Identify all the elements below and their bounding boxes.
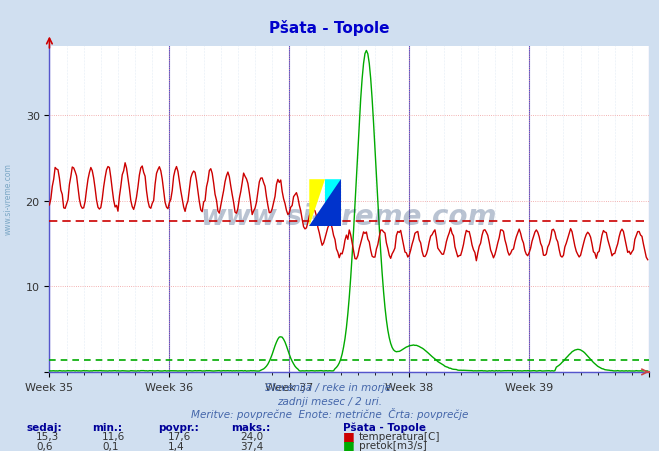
Text: ■: ■ [343, 438, 355, 451]
Text: min.:: min.: [92, 422, 123, 432]
Text: www.si-vreme.com: www.si-vreme.com [201, 202, 498, 230]
Text: 0,1: 0,1 [102, 441, 119, 451]
Text: Pšata - Topole: Pšata - Topole [343, 421, 426, 432]
Text: Pšata - Topole: Pšata - Topole [270, 20, 389, 36]
Text: www.si-vreme.com: www.si-vreme.com [3, 162, 13, 235]
Text: 37,4: 37,4 [241, 441, 264, 451]
Text: 17,6: 17,6 [168, 431, 191, 441]
Text: 15,3: 15,3 [36, 431, 59, 441]
Text: ■: ■ [343, 429, 355, 442]
Text: 1,4: 1,4 [168, 441, 185, 451]
Text: pretok[m3/s]: pretok[m3/s] [359, 440, 427, 450]
Text: zadnji mesec / 2 uri.: zadnji mesec / 2 uri. [277, 396, 382, 405]
Text: sedaj:: sedaj: [26, 422, 62, 432]
Text: Slovenija / reke in morje.: Slovenija / reke in morje. [265, 382, 394, 392]
Text: temperatura[C]: temperatura[C] [359, 431, 441, 441]
Text: 11,6: 11,6 [102, 431, 125, 441]
Polygon shape [325, 180, 341, 227]
Polygon shape [309, 180, 325, 227]
Text: 24,0: 24,0 [241, 431, 264, 441]
Text: povpr.:: povpr.: [158, 422, 199, 432]
Polygon shape [309, 180, 341, 227]
Text: 0,6: 0,6 [36, 441, 53, 451]
Text: Meritve: povprečne  Enote: metrične  Črta: povprečje: Meritve: povprečne Enote: metrične Črta:… [191, 407, 468, 419]
Text: maks.:: maks.: [231, 422, 270, 432]
